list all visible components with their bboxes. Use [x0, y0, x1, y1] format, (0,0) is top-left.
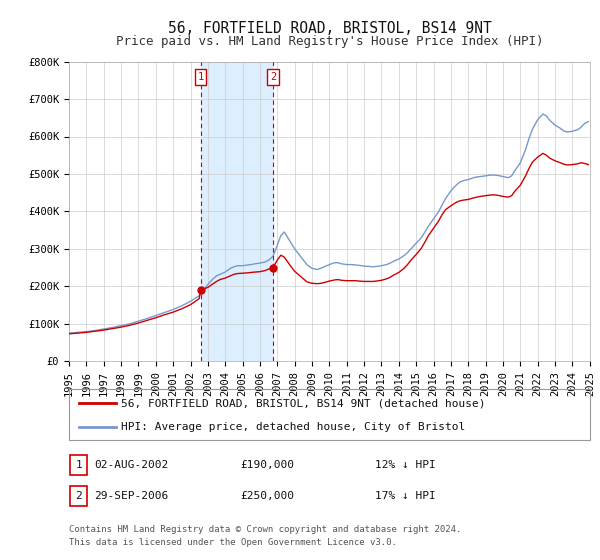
Text: HPI: Average price, detached house, City of Bristol: HPI: Average price, detached house, City… — [121, 422, 466, 432]
Text: 02-AUG-2002: 02-AUG-2002 — [94, 460, 169, 470]
Text: 12% ↓ HPI: 12% ↓ HPI — [375, 460, 436, 470]
Text: Contains HM Land Registry data © Crown copyright and database right 2024.
This d: Contains HM Land Registry data © Crown c… — [69, 525, 461, 548]
Text: 29-SEP-2006: 29-SEP-2006 — [94, 491, 169, 501]
Text: 56, FORTFIELD ROAD, BRISTOL, BS14 9NT: 56, FORTFIELD ROAD, BRISTOL, BS14 9NT — [168, 21, 492, 36]
Text: 2: 2 — [75, 491, 82, 501]
Bar — [200, 62, 273, 361]
Text: 2: 2 — [270, 72, 276, 82]
Text: 56, FORTFIELD ROAD, BRISTOL, BS14 9NT (detached house): 56, FORTFIELD ROAD, BRISTOL, BS14 9NT (d… — [121, 398, 485, 408]
Text: £250,000: £250,000 — [240, 491, 294, 501]
Text: 1: 1 — [75, 460, 82, 470]
Text: 17% ↓ HPI: 17% ↓ HPI — [375, 491, 436, 501]
Text: 1: 1 — [197, 72, 204, 82]
Text: £190,000: £190,000 — [240, 460, 294, 470]
Text: Price paid vs. HM Land Registry's House Price Index (HPI): Price paid vs. HM Land Registry's House … — [116, 35, 544, 48]
